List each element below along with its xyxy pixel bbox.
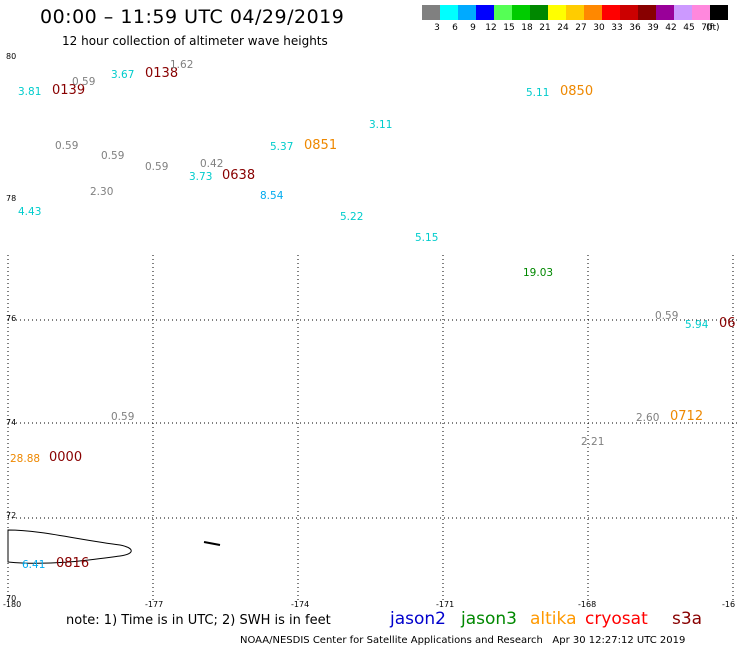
legend-swatch [476, 5, 494, 20]
lon-label: -16 [722, 600, 736, 609]
wave-height-label: 5.94 [685, 319, 709, 331]
lat-lon-grid [7, 255, 740, 600]
satellite-s3a: s3a [672, 609, 703, 629]
credit-text: NOAA/NESDIS Center for Satellite Applica… [240, 635, 543, 646]
legend-swatch [548, 5, 566, 20]
legend-value: 39 [647, 23, 659, 33]
legend-value: 27 [575, 23, 587, 33]
legend-swatch [674, 5, 692, 20]
legend-swatch [422, 5, 440, 20]
legend-value: 45 [683, 23, 695, 33]
wave-height-label: 5.15 [415, 232, 439, 244]
lat-label: 80 [6, 52, 17, 61]
lat-label: 70 [6, 594, 17, 603]
wave-height-label: 2.21 [581, 436, 605, 448]
legend-swatch [458, 5, 476, 20]
wave-height-label: 3.81 [18, 86, 42, 98]
legend-value: 6 [452, 23, 458, 33]
legend-value: 12 [485, 23, 497, 33]
legend-value: 42 [665, 23, 677, 33]
legend-swatch [602, 5, 620, 20]
wave-height-label: 19.03 [523, 267, 554, 279]
legend-swatch [530, 5, 548, 20]
legend-value: 3 [434, 23, 440, 33]
wave-height-label: 2.60 [636, 412, 660, 424]
legend-swatch [566, 5, 584, 20]
lat-label: 72 [6, 511, 17, 520]
lon-label: -177 [145, 600, 164, 609]
wave-height-label: 3.11 [369, 119, 393, 131]
lat-label: 74 [6, 418, 17, 427]
time-label: 0139 [52, 83, 86, 98]
wave-height-label: 3.67 [111, 69, 135, 81]
legend-swatch [692, 5, 710, 20]
page-title: 00:00 – 11:59 UTC 04/29/2019 [40, 6, 345, 28]
wave-height-label: 28.88 [10, 453, 41, 465]
legend-value: 24 [557, 23, 569, 33]
legend-swatch [620, 5, 638, 20]
legend-value: 30 [593, 23, 605, 33]
time-label: 06 [719, 316, 736, 331]
satellite-cryosat: cryosat [585, 609, 648, 629]
wave-height-label: 0.59 [101, 150, 125, 162]
legend-swatch [638, 5, 656, 20]
coastline-island [203, 541, 221, 546]
lat-label: 76 [6, 314, 17, 323]
time-label: 0712 [670, 409, 704, 424]
wave-height-label: 0.59 [111, 411, 135, 423]
wave-height-label: 0.59 [145, 161, 169, 173]
legend-swatch [710, 5, 728, 20]
legend-swatch [584, 5, 602, 20]
time-label: 0638 [222, 168, 256, 183]
coastline-land [7, 529, 132, 564]
satellite-altika: altika [530, 609, 577, 629]
legend-value: 70 [701, 23, 713, 33]
legend-swatch [656, 5, 674, 20]
wave-height-label: 3.73 [189, 171, 213, 183]
wave-height-label: 5.11 [526, 87, 550, 99]
legend-value: 33 [611, 23, 623, 33]
legend-value: 36 [629, 23, 641, 33]
wave-height-label: 5.22 [340, 211, 364, 223]
legend-value: 21 [539, 23, 551, 33]
time-label: 0816 [56, 556, 90, 571]
wave-height-label: 5.37 [270, 141, 294, 153]
wave-height-label: 6.41 [22, 559, 46, 571]
lat-label: 78 [6, 194, 17, 203]
footer-note: note: 1) Time is in UTC; 2) SWH is in fe… [66, 613, 331, 628]
wave-height-label: 8.54 [260, 190, 284, 202]
wave-height-label: 0.59 [55, 140, 79, 152]
timestamp-text: Apr 30 12:27:12 UTC 2019 [552, 635, 686, 646]
legend-value: 18 [521, 23, 533, 33]
time-label: 0850 [560, 84, 594, 99]
lon-label: -180 [3, 600, 22, 609]
wave-height-label: 0.42 [200, 158, 224, 170]
wave-height-label: 0.59 [72, 76, 96, 88]
time-label: 0138 [145, 66, 179, 81]
legend-unit: (ft) [706, 23, 720, 33]
legend-swatch [440, 5, 458, 20]
satellite-jason3: jason3 [461, 609, 517, 629]
satellite-jason2: jason2 [390, 609, 446, 629]
legend-swatch [512, 5, 530, 20]
legend-value: 15 [503, 23, 515, 33]
wave-height-label: 2.30 [90, 186, 114, 198]
time-label: 0851 [304, 138, 338, 153]
legend-swatch [494, 5, 512, 20]
footer-credit: NOAA/NESDIS Center for Satellite Applica… [240, 635, 685, 646]
wave-height-label: 0.59 [655, 310, 679, 322]
legend-value: 9 [470, 23, 476, 33]
wave-height-label: 1.62 [170, 59, 194, 71]
page-subtitle: 12 hour collection of altimeter wave hei… [62, 34, 328, 48]
lon-label: -171 [436, 600, 455, 609]
lon-label: -174 [291, 600, 310, 609]
lon-label: -168 [578, 600, 597, 609]
wave-height-label: 4.43 [18, 206, 42, 218]
time-label: 0000 [49, 450, 83, 465]
